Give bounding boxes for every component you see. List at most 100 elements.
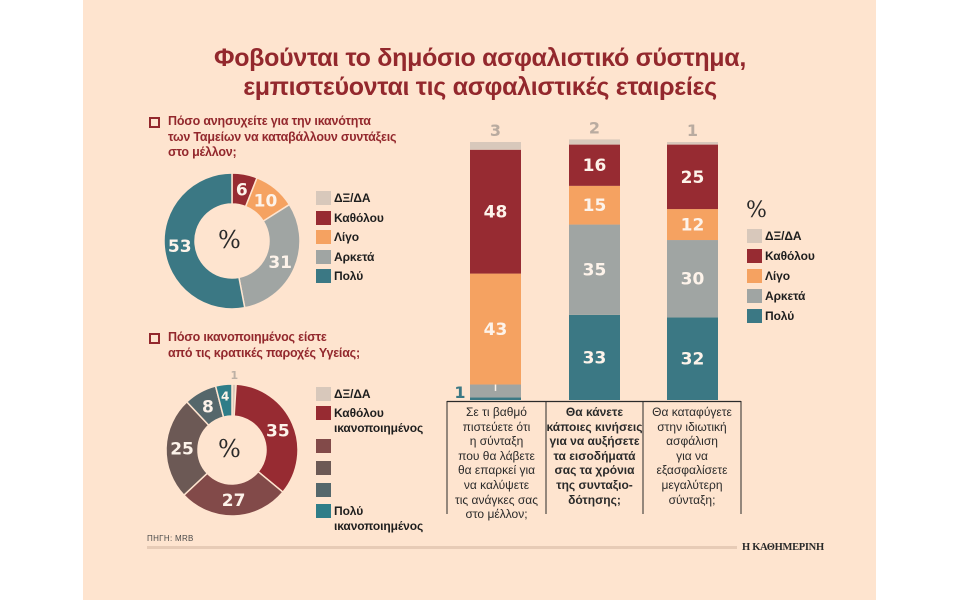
donut-2-legend-label-line: ικανοποιημένος: [334, 421, 424, 435]
donut-2-legend-label-line: Καθόλου: [334, 406, 384, 420]
bar-legend-swatch: [747, 229, 762, 243]
bar-segment-πολύ: [470, 397, 521, 400]
donut-2-legend-swatch: [316, 483, 331, 497]
donut-2-legend-swatch: [316, 461, 331, 475]
bar-segment-καθόλου: [667, 144, 718, 210]
question-2-box-icon: [149, 333, 160, 344]
bar-legend-swatch: [747, 269, 762, 283]
bar-value-label-καθόλου: 48: [484, 203, 508, 223]
bar-category-label-line: της συνταξιο-: [556, 477, 633, 492]
donut-1-legend-label: ΔΞ/ΔΑ: [334, 191, 371, 205]
bar-legend-label: ΔΞ/ΔΑ: [765, 229, 802, 243]
footer-divider: [147, 546, 737, 549]
donut-1-slice: [238, 203, 301, 309]
bar-category-label-line: για να: [676, 448, 708, 463]
donut-1-legend-swatch: [316, 249, 331, 264]
bar-value-label-λίγο: 15: [583, 196, 607, 216]
bar-segment-πολύ: [667, 317, 718, 400]
bar-legend-swatch: [747, 249, 762, 263]
main-title-line-1: Φοβούνται το δημόσιο ασφαλιστικό σύστημα…: [213, 44, 747, 72]
bar-category-label-line: Θα κάνετε: [565, 405, 624, 419]
donut-1-legend-swatch: [316, 269, 331, 283]
donut-1-slice: [163, 172, 246, 310]
bar-segment-δξ-δα: [470, 142, 521, 150]
donut-2-legend-label-line: Πολύ: [334, 504, 364, 518]
donut-2-value-label: 27: [222, 491, 246, 511]
donut-2-slice: [233, 383, 299, 494]
donut-2-legend-swatch: [316, 504, 331, 518]
bar-category-label: Θα κάνετε κάποιες κινήσεις για να αυξήσετε…: [546, 401, 643, 521]
bar-category-label-line: πιστεύετε ότι: [462, 419, 531, 434]
donut-2-center-label: %: [218, 435, 241, 463]
bar-value-label-αρκετά: 30: [681, 270, 705, 290]
main-title-line-2: εμπιστεύονται τις ασφαλιστικές εταιρείες: [243, 73, 717, 101]
donut-1-legend-swatch: [316, 191, 331, 205]
question-2-title-line: Πόσο ικανοποιημένος είστε: [168, 330, 327, 344]
donut-1-value-label: 53: [168, 237, 192, 257]
donut-1-legend-swatch: [316, 230, 331, 244]
donut-1-legend-label: Λίγο: [334, 230, 359, 244]
bar-category-label-line: σύνταξη;: [668, 492, 716, 507]
bar-category-label-line: ασφάλιση: [666, 434, 718, 449]
donut-2-slice: [182, 470, 284, 517]
bar-category-label-line: στο μέλλον;: [465, 507, 528, 522]
brand-label: Η ΚΑΘΗΜΕΡΙΝΗ: [742, 542, 824, 553]
bar-legend-swatch: [747, 309, 762, 323]
bar-segment-καθόλου: [569, 144, 620, 186]
donut-2-slice: [165, 400, 210, 497]
bar-category-label-line: που θα λάβετε: [458, 448, 535, 463]
bar-category-label-line: να καλύψετε: [463, 477, 530, 492]
bar-category-label-line: μεγαλύτερη: [661, 477, 723, 492]
donut-1-legend-label: Πολύ: [334, 269, 364, 283]
bar-category-label-line: θα επαρκεί για: [457, 463, 536, 478]
bar-category-labels: Σε τι βαθμό πιστεύετε ότι η σύνταξη που θα …: [447, 401, 741, 521]
donut-2-value-label: 4: [221, 390, 229, 404]
donut-2-legend-label: Καθόλου ικανοποιημένος: [334, 406, 423, 436]
bar-legend-label: Λίγο: [765, 269, 790, 283]
donut-2-legend-label: Πολύ ικανοποιημένος: [334, 504, 423, 534]
donut-2-value-label: 8: [202, 397, 214, 417]
bar-legend-swatch: [747, 289, 762, 303]
question-2-title: Πόσο ικανοποιημένος είστε από τις κρατικ…: [168, 330, 360, 361]
bar-category-label-line: στην ιδιωτική: [657, 419, 727, 434]
bar-legend-label: Αρκετά: [765, 289, 806, 303]
bar-segment-λίγο: [470, 273, 521, 385]
donut-2-legend-swatch: [316, 439, 331, 453]
bar-value-label-λίγο: 12: [681, 216, 705, 236]
bar-value-label-λίγο: 43: [484, 320, 508, 340]
bar-value-label-πολύ: 32: [681, 350, 705, 370]
donut-2-value-label: 25: [170, 440, 194, 460]
bar-legend-label: Καθόλου: [765, 249, 815, 263]
bar-category-label-line: η σύνταξη: [469, 434, 524, 449]
bar-category-label-line: κάποιες κινήσεις: [546, 419, 643, 434]
donut-2-value-label: 1: [231, 369, 239, 382]
bar-segment-λίγο: [667, 209, 718, 241]
question-1-title-line: στο μέλλον;: [168, 145, 237, 159]
bar-value-label-καθόλου: 25: [681, 168, 705, 188]
bar-category-label: Σε τι βαθμό πιστεύετε ότι η σύνταξη που θα …: [447, 401, 546, 521]
donut-1-legend-label: Καθόλου: [334, 210, 384, 225]
donut-1-value-label: 31: [268, 253, 292, 273]
bar-category-label-line: για να αυξήσετε: [549, 434, 640, 449]
bar-category-label-line: Θα καταφύγετε: [652, 405, 732, 419]
question-1-title-line: Πόσο ανησυχείτε για την ικανότητα: [168, 114, 371, 128]
donut-1-value-label: 6: [236, 181, 248, 201]
bar-segment-λίγο: [569, 185, 620, 225]
bar-value-label-καθόλου: 16: [583, 156, 607, 176]
donut-1-legend-label: Αρκετά: [334, 249, 375, 264]
bar-category-label-line: Σε τι βαθμό: [466, 405, 527, 419]
donut-2-legend-label-line: ικανοποιημένος: [334, 519, 424, 533]
bar-category-label-line: τα εισοδήματά: [553, 448, 636, 463]
bar-value-label-δξ-δα: 3: [490, 121, 501, 140]
bar-category-label-line: εξασφαλίσετε: [656, 463, 728, 478]
donut-2-legend-label: ΔΞ/ΔΑ: [334, 387, 371, 402]
bar-segment-καθόλου: [470, 149, 521, 274]
bar-category-label-line: τις ανάγκες σας: [455, 492, 538, 507]
donut-2-legend-swatch: [316, 387, 331, 401]
bar-category-label-line: δότησης;: [568, 492, 621, 507]
donut-2-legend-label-line: ΔΞ/ΔΑ: [334, 387, 371, 401]
bar-unit-label: %: [746, 198, 767, 223]
bar-value-label-δξ-δα: 2: [589, 118, 600, 137]
bar-category-label-line: σας τα χρόνια: [554, 463, 635, 478]
